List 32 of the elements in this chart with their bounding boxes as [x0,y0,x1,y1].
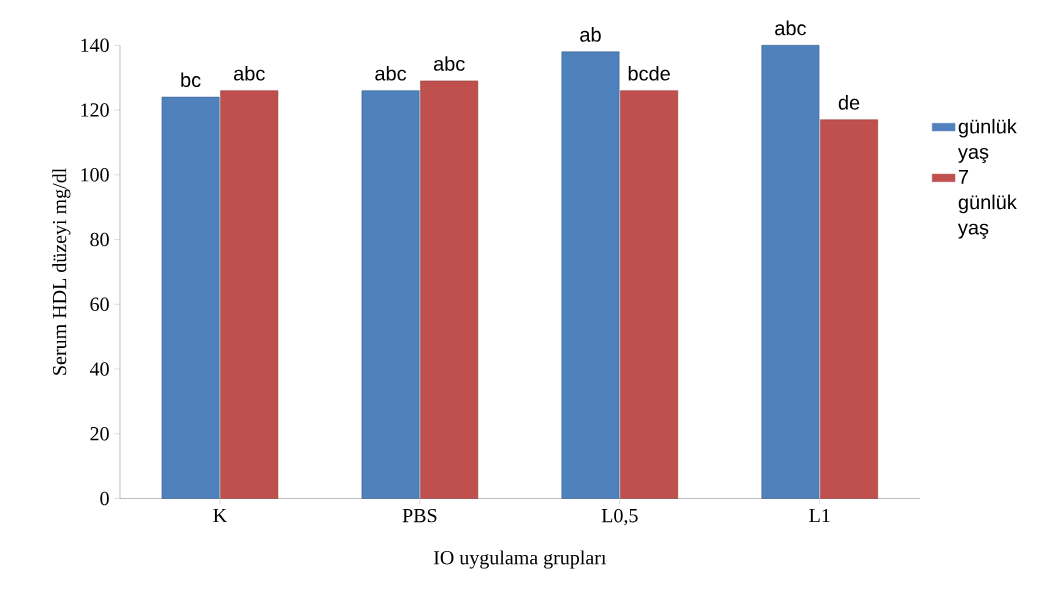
bar [820,119,878,499]
y-tick-label: 60 [90,297,109,311]
bar [420,80,479,499]
legend-label: 7 günlük yaş [957,169,1017,239]
bar [561,51,620,499]
legend-label: günlük yaş [957,118,1017,163]
x-tick-label: PBS [402,508,437,523]
x-tick-label: K [213,508,227,522]
annotation: bcde [628,65,670,81]
annotation: abc [234,65,265,81]
y-tick-label: 80 [90,232,109,247]
annotation: bc [181,72,201,87]
y-tick-label: 140 [81,38,109,52]
y-tick-label: 100 [81,167,109,182]
annotation: ab [580,27,601,42]
bar [161,96,220,499]
y-axis-title: Serum HDL düzeyi mg/dl [52,168,71,375]
y-tick-label: 40 [89,362,109,376]
annotation: abc [433,56,465,71]
y-tick-label: 0 [100,491,109,506]
bar [761,44,820,499]
x-tick-label: L0,5 [601,508,638,526]
annotation: abc [775,20,806,36]
x-axis-title: IO uygulama grupları [433,550,607,569]
y-tick-label: 120 [81,103,109,117]
bar [620,90,679,499]
bar [220,90,279,499]
x-tick-label: L1 [809,508,830,523]
annotation: abc [375,65,407,81]
annotation: de [838,94,860,110]
bar [361,90,420,499]
y-tick-label: 20 [90,426,109,441]
